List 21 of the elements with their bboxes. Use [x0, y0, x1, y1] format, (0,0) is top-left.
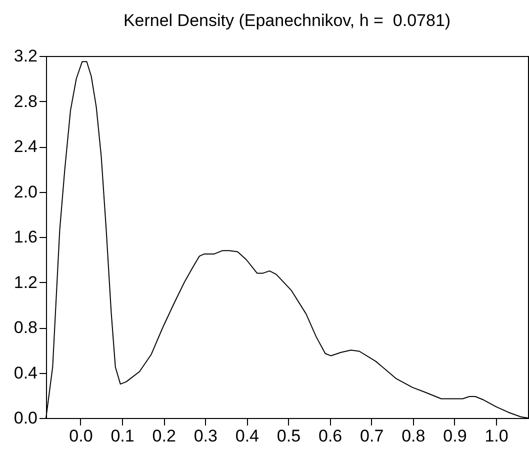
y-tick-label: 0.4: [14, 363, 38, 382]
x-tick-label: 0.1: [110, 426, 134, 446]
x-tick-label: 0.9: [443, 426, 467, 446]
y-tick-label: 1.2: [14, 272, 38, 292]
x-tick-label: 0.3: [194, 426, 218, 446]
x-tick-label: 0.4: [235, 426, 260, 446]
y-tick-label: 0.0: [14, 408, 38, 428]
x-tick-label: 0.5: [276, 426, 301, 446]
y-tick-label: 1.6: [14, 228, 38, 246]
x-tick-label: 1.0: [484, 426, 508, 446]
x-tick-label: 0.7: [360, 426, 384, 446]
y-tick-label: 3.2: [14, 46, 38, 66]
x-tick-label: 0.0: [69, 426, 93, 446]
chart-title: Kernel Density (Epanechnikov, h = 0.0781): [123, 11, 451, 30]
y-tick-label: 2.8: [14, 92, 38, 111]
y-tick-label: 0.8: [14, 318, 38, 337]
x-tick-label: 0.6: [318, 426, 342, 446]
y-tick-label: 2.4: [14, 137, 38, 156]
x-tick-label: 0.8: [402, 426, 426, 446]
x-tick-label: 0.2: [152, 426, 176, 446]
y-tick-label: 2.0: [14, 182, 38, 202]
